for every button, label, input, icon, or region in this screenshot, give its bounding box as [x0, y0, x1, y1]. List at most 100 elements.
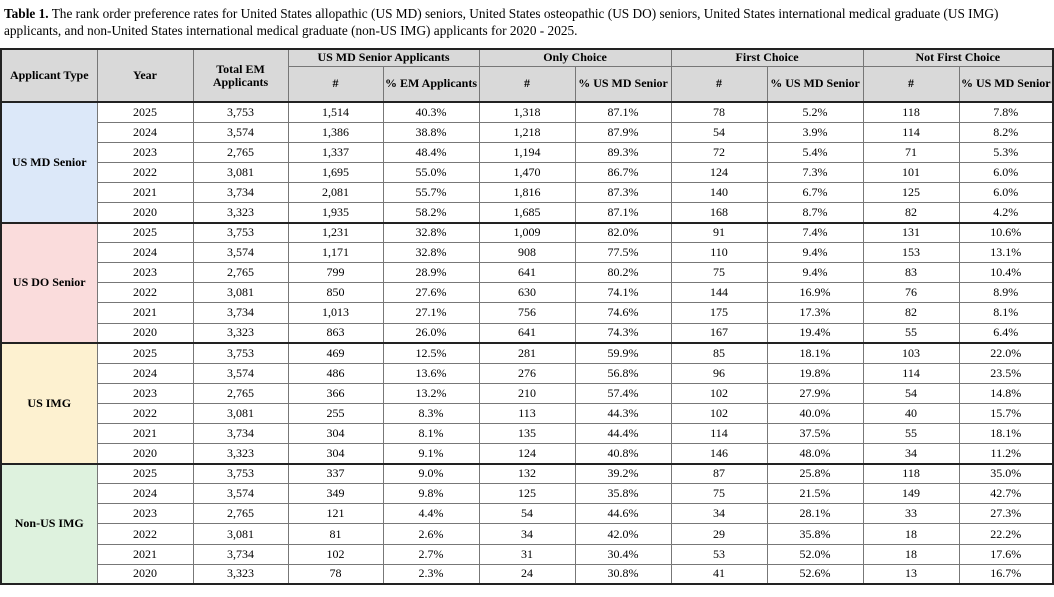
table-cell: 18.1%	[766, 342, 864, 364]
table-cell: 2023	[96, 141, 194, 163]
table-cell: 27.1%	[382, 302, 480, 324]
table-cell: 12.5%	[382, 342, 480, 364]
table-cell: 121	[287, 503, 384, 525]
table-cell: 89.3%	[574, 141, 672, 163]
table-cell: 37.5%	[766, 422, 864, 445]
table-cell: 2021	[96, 543, 194, 565]
table-cell: 75	[670, 483, 768, 505]
column-header: % US MD Senior	[574, 65, 672, 103]
table-row: 2021 3,734 304 8.1% 135 44.4% 114 37.5% 55 18.1%	[1, 422, 1054, 445]
table-row: 2024 3,574 486 13.6% 276 56.8% 96 19.8% 114 23.5%	[1, 362, 1054, 384]
table-cell: 77.5%	[574, 242, 672, 264]
table-cell: 3,753	[192, 463, 289, 485]
table-cell: 18.1%	[958, 422, 1054, 445]
table-cell: 86.7%	[574, 161, 672, 183]
table-cell: 44.6%	[574, 503, 672, 525]
table-cell: 1,695	[287, 161, 384, 183]
table-cell: 54	[670, 121, 768, 143]
table-cell: 74.3%	[574, 322, 672, 345]
table-row: 2023 2,765 121 4.4% 54 44.6% 34 28.1% 33 27.3%	[1, 503, 1054, 525]
table-row: US IMG 2025 3,753 469 12.5% 281 59.9% 85 18.1% 10…	[0, 342, 1054, 465]
table-cell: 2,765	[192, 141, 289, 163]
table-cell: 10.4%	[958, 262, 1054, 284]
table-cell: 2.6%	[382, 523, 480, 545]
table-cell: 74.1%	[574, 282, 672, 304]
table-cell: 1,514	[287, 101, 384, 123]
table-cell: 22.0%	[958, 342, 1054, 364]
applicant-type: US DO Senior	[0, 222, 98, 345]
table-cell: 85	[670, 342, 768, 364]
table-cell: 34	[862, 443, 960, 465]
table-cell: 54	[862, 382, 960, 404]
table-cell: 2024	[96, 483, 194, 505]
table-cell: 3,753	[192, 342, 289, 364]
table-cell: 304	[287, 422, 384, 445]
table-row: 2024 3,574 1,171 32.8% 908 77.5% 110 9.4% 153 13.…	[1, 242, 1054, 264]
table-cell: 1,194	[478, 141, 576, 163]
table-cell: 113	[478, 402, 576, 425]
table-cell: 102	[670, 402, 768, 425]
table-row: Non-US IMG 2025 3,753 337 9.0% 132 39.2% 87 25.8…	[0, 463, 1054, 586]
table-cell: 44.3%	[574, 402, 672, 425]
table-cell: 6.0%	[958, 161, 1054, 183]
table-cell: 21.5%	[766, 483, 864, 505]
column-header: #	[287, 65, 384, 103]
table-cell: 87	[670, 463, 768, 485]
table-cell: 3,574	[192, 362, 289, 384]
table-row: 2022 3,081 1,695 55.0% 1,470 86.7% 124 7.3% 101 6…	[1, 161, 1054, 183]
table-cell: 14.8%	[958, 382, 1054, 404]
group-header: Only Choice	[478, 48, 672, 67]
table-cell: 8.1%	[382, 422, 480, 445]
table-cell: 6.7%	[766, 181, 864, 203]
table-cell: 486	[287, 362, 384, 384]
table-cell: 3,734	[192, 422, 289, 445]
table-cell: 630	[478, 282, 576, 304]
column-header: #	[862, 65, 960, 103]
table-cell: 87.1%	[574, 101, 672, 123]
table-cell: 16.7%	[958, 563, 1054, 586]
table-cell: 641	[478, 322, 576, 345]
table-cell: 2023	[96, 262, 194, 284]
table-cell: 4.4%	[382, 503, 480, 525]
table-cell: 13.2%	[382, 382, 480, 404]
table-cell: 5.2%	[766, 101, 864, 123]
table-cell: 102	[287, 543, 384, 565]
caption-label: Table 1.	[4, 6, 49, 21]
table-cell: 76	[862, 282, 960, 304]
table-cell: 9.4%	[766, 262, 864, 284]
table-cell: 167	[670, 322, 768, 345]
table-cell: 55.0%	[382, 161, 480, 183]
table-cell: 52.6%	[766, 563, 864, 586]
table-cell: 55	[862, 322, 960, 345]
table-cell: 850	[287, 282, 384, 304]
table-cell: 1,685	[478, 201, 576, 224]
table-cell: 23.5%	[958, 362, 1054, 384]
table-cell: 144	[670, 282, 768, 304]
group-header: US MD Senior Applicants	[287, 48, 480, 67]
table-cell: 72	[670, 141, 768, 163]
table-cell: 131	[862, 222, 960, 244]
column-header: % US MD Senior	[958, 65, 1054, 103]
table-cell: 59.9%	[574, 342, 672, 364]
table-cell: 125	[478, 483, 576, 505]
table-cell: 30.8%	[574, 563, 672, 586]
table-cell: 469	[287, 342, 384, 364]
table-cell: 168	[670, 201, 768, 224]
table-cell: 863	[287, 322, 384, 345]
table-cell: 17.3%	[766, 302, 864, 324]
table-cell: 8.1%	[958, 302, 1054, 324]
table-cell: 17.6%	[958, 543, 1054, 565]
table-cell: 13.6%	[382, 362, 480, 384]
table-cell: 42.7%	[958, 483, 1054, 505]
table-cell: 3,081	[192, 402, 289, 425]
table-cell: 33	[862, 503, 960, 525]
table-cell: 8.3%	[382, 402, 480, 425]
applicant-type: US IMG	[0, 342, 98, 465]
table-cell: 35.0%	[958, 463, 1054, 485]
table-cell: 8.2%	[958, 121, 1054, 143]
table-row: 2022 3,081 850 27.6% 630 74.1% 144 16.9% 76 8.9%	[1, 282, 1054, 304]
table-row: 2022 3,081 255 8.3% 113 44.3% 102 40.0% 40 15.7%	[1, 402, 1054, 425]
table-cell: 9.4%	[766, 242, 864, 264]
table-cell: 3.9%	[766, 121, 864, 143]
table-cell: 41	[670, 563, 768, 586]
